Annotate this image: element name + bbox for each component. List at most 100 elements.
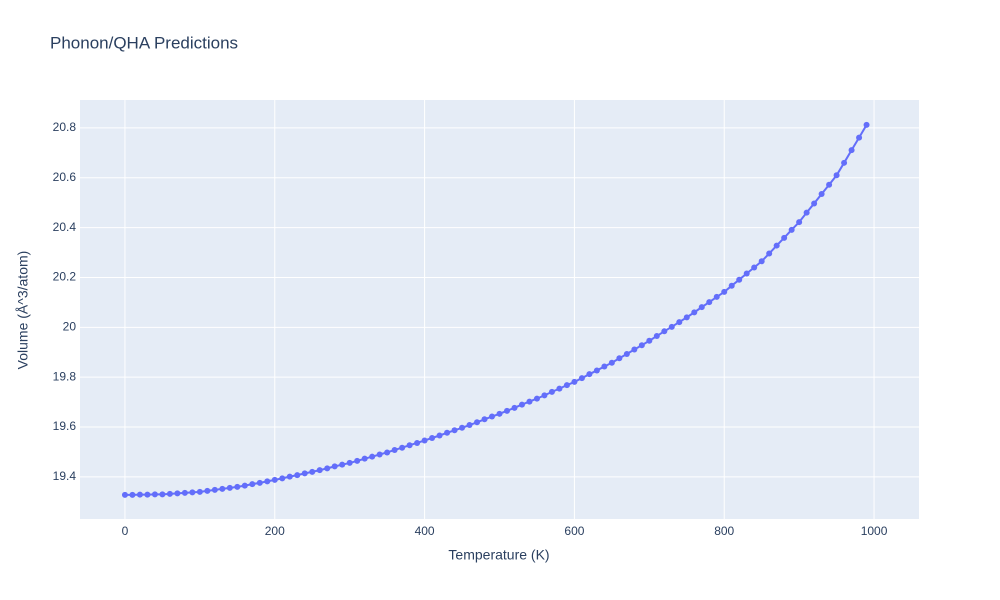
y-tick-label: 20.4 [53, 220, 77, 234]
marker [631, 346, 638, 353]
marker [728, 282, 735, 289]
x-tick-label: 800 [714, 524, 734, 538]
marker [421, 437, 428, 444]
marker [541, 392, 548, 399]
marker [526, 398, 533, 405]
marker [803, 209, 810, 216]
marker [751, 264, 758, 271]
marker [638, 342, 645, 349]
marker [593, 367, 600, 374]
marker [646, 337, 653, 344]
marker [743, 270, 750, 277]
marker [623, 350, 630, 357]
marker [301, 470, 308, 477]
marker [796, 219, 803, 226]
marker [556, 385, 563, 392]
marker [856, 134, 863, 141]
y-tick-label: 20 [63, 319, 77, 333]
marker [474, 419, 481, 426]
marker [563, 382, 570, 389]
plot-area [80, 100, 919, 519]
y-tick-label: 20.2 [53, 270, 77, 284]
marker [826, 181, 833, 188]
x-tick-label: 600 [564, 524, 584, 538]
marker [691, 309, 698, 316]
marker [548, 388, 555, 395]
marker [189, 489, 196, 496]
y-tick-label: 19.6 [53, 419, 77, 433]
marker [578, 375, 585, 382]
marker [668, 323, 675, 330]
marker [286, 473, 293, 480]
marker [219, 485, 226, 492]
y-tick-label: 19.8 [53, 369, 77, 383]
marker [436, 432, 443, 439]
marker [444, 429, 451, 436]
y-tick-label: 20.6 [53, 170, 77, 184]
marker [736, 276, 743, 283]
marker [346, 459, 353, 466]
marker [773, 242, 780, 249]
marker [354, 457, 361, 464]
marker [159, 491, 166, 498]
marker [503, 407, 510, 414]
marker [174, 490, 181, 497]
marker [129, 491, 136, 498]
marker [226, 484, 233, 491]
marker [848, 147, 855, 154]
marker [518, 401, 525, 408]
marker [406, 442, 413, 449]
x-tick-label: 1000 [861, 524, 888, 538]
marker [384, 449, 391, 456]
marker [166, 490, 173, 497]
marker [144, 491, 151, 498]
marker [234, 483, 241, 490]
marker [256, 479, 263, 486]
marker [211, 486, 218, 493]
marker [249, 481, 256, 488]
x-tick-label: 0 [122, 524, 129, 538]
marker [713, 293, 720, 300]
marker [676, 319, 683, 326]
marker [196, 488, 203, 495]
marker [376, 451, 383, 458]
marker [818, 190, 825, 197]
marker [399, 444, 406, 451]
marker [414, 439, 421, 446]
marker [136, 491, 143, 498]
marker [496, 410, 503, 417]
marker [331, 463, 338, 470]
marker [339, 461, 346, 468]
marker [309, 468, 316, 475]
marker [511, 404, 518, 411]
marker [586, 371, 593, 378]
marker [481, 416, 488, 423]
marker [571, 378, 578, 385]
marker [459, 424, 466, 431]
y-tick-label: 20.8 [53, 120, 77, 134]
marker [369, 453, 376, 460]
marker [121, 491, 128, 498]
x-axis-title: Temperature (K) [448, 547, 549, 563]
marker [661, 328, 668, 335]
marker [451, 427, 458, 434]
marker [204, 487, 211, 494]
marker [758, 258, 765, 265]
marker [151, 491, 158, 498]
marker [294, 472, 301, 479]
marker [279, 475, 286, 482]
marker [781, 234, 788, 241]
marker [683, 314, 690, 321]
marker [181, 489, 188, 496]
x-tick-label: 200 [265, 524, 285, 538]
marker [489, 413, 496, 420]
y-axis-title: Volume (Å^3/atom) [15, 251, 31, 370]
marker [533, 395, 540, 402]
marker [391, 446, 398, 453]
marker [608, 359, 615, 366]
marker [264, 478, 271, 485]
marker [841, 159, 848, 166]
marker [863, 121, 870, 128]
marker [698, 304, 705, 311]
